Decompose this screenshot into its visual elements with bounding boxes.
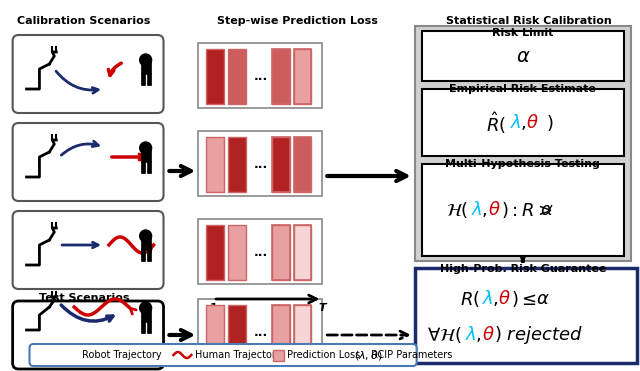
Bar <box>147 73 150 85</box>
Text: T: T <box>319 303 326 313</box>
Bar <box>141 249 145 261</box>
Text: 1: 1 <box>209 303 217 313</box>
FancyBboxPatch shape <box>13 35 163 113</box>
Text: $\theta$: $\theta$ <box>482 326 495 344</box>
Bar <box>147 249 150 261</box>
Text: $\forall\mathcal{H}($: $\forall\mathcal{H}($ <box>426 325 461 345</box>
Bar <box>141 308 150 322</box>
Text: $,$: $,$ <box>475 326 481 344</box>
Bar <box>228 137 246 192</box>
FancyBboxPatch shape <box>29 344 417 366</box>
Text: Step-wise Prediction Loss: Step-wise Prediction Loss <box>217 16 378 26</box>
Text: $\lambda$: $\lambda$ <box>472 201 483 219</box>
Bar <box>294 225 312 280</box>
Bar <box>272 49 289 104</box>
Bar <box>272 137 289 192</box>
Bar <box>141 321 145 333</box>
Bar <box>228 225 246 280</box>
Text: Robot Trajectory: Robot Trajectory <box>82 350 162 360</box>
Bar <box>415 268 637 363</box>
Circle shape <box>140 142 152 154</box>
Text: $\theta$: $\theta$ <box>498 290 510 308</box>
Text: $,$: $,$ <box>481 201 487 219</box>
Bar <box>273 350 284 361</box>
Bar <box>272 137 289 192</box>
Text: ...: ... <box>254 246 268 259</box>
Bar <box>141 73 145 85</box>
Bar <box>198 299 323 364</box>
Bar <box>272 305 289 360</box>
Bar <box>272 305 289 360</box>
Text: $\alpha$: $\alpha$ <box>516 46 530 66</box>
Circle shape <box>140 54 152 66</box>
Bar <box>294 49 312 104</box>
Text: Prediction Loss: Prediction Loss <box>287 350 360 360</box>
Bar <box>294 225 312 280</box>
Bar <box>228 305 246 360</box>
Bar <box>141 236 150 250</box>
Text: $)$ rejected: $)$ rejected <box>494 324 583 346</box>
Bar <box>422 31 624 81</box>
Text: $\lambda$: $\lambda$ <box>483 290 494 308</box>
Bar <box>415 26 631 261</box>
Text: $\theta$: $\theta$ <box>488 201 500 219</box>
Bar <box>198 43 323 108</box>
Text: Test Scenarios: Test Scenarios <box>39 293 129 303</box>
FancyBboxPatch shape <box>13 123 163 201</box>
Text: Calibration Scenarios: Calibration Scenarios <box>17 16 151 26</box>
Bar <box>294 305 312 360</box>
Text: Human Trajectory: Human Trajectory <box>195 350 282 360</box>
Bar <box>147 321 150 333</box>
Text: $)$: $)$ <box>546 113 553 133</box>
Bar <box>147 161 150 173</box>
Bar <box>272 49 289 104</box>
Bar <box>422 89 624 156</box>
Text: Empirical Risk Estimate: Empirical Risk Estimate <box>449 84 596 94</box>
Bar <box>141 60 150 74</box>
Text: ...: ... <box>254 326 268 339</box>
Text: $(\lambda, \theta)$: $(\lambda, \theta)$ <box>354 348 383 361</box>
Text: $)\leq$: $)\leq$ <box>511 289 536 309</box>
FancyBboxPatch shape <box>13 211 163 289</box>
Bar <box>141 161 145 173</box>
Bar <box>206 225 224 280</box>
Text: $\lambda$: $\lambda$ <box>465 326 477 344</box>
Circle shape <box>140 230 152 242</box>
Text: $\alpha$: $\alpha$ <box>536 290 550 308</box>
Text: Risk Limit: Risk Limit <box>492 28 554 38</box>
Text: ...: ... <box>254 158 268 171</box>
Bar <box>206 137 224 192</box>
Text: $):R>$: $):R>$ <box>501 200 552 220</box>
Bar <box>198 219 323 284</box>
Bar <box>206 305 224 360</box>
Bar <box>228 49 246 104</box>
Text: ...: ... <box>254 70 268 83</box>
Bar <box>294 137 312 192</box>
Bar <box>141 148 150 162</box>
Text: $\lambda$: $\lambda$ <box>510 114 522 132</box>
Circle shape <box>140 302 152 314</box>
Text: $\mathcal{H}($: $\mathcal{H}($ <box>446 200 468 220</box>
Text: $\alpha$: $\alpha$ <box>540 201 554 219</box>
Bar <box>272 225 289 280</box>
Text: $R($: $R($ <box>460 289 480 309</box>
Text: Statistical Risk Calibration: Statistical Risk Calibration <box>446 16 612 26</box>
Text: $,$: $,$ <box>520 114 526 132</box>
Text: RCIP Parameters: RCIP Parameters <box>368 350 452 360</box>
FancyBboxPatch shape <box>13 301 163 369</box>
Text: $\hat{R}($: $\hat{R}($ <box>486 110 506 136</box>
Text: $,$: $,$ <box>492 290 498 308</box>
Bar <box>294 137 312 192</box>
Bar <box>272 225 289 280</box>
Text: Multi-Hypothesis Testing: Multi-Hypothesis Testing <box>445 159 600 169</box>
Bar <box>422 164 624 256</box>
Text: $\theta$: $\theta$ <box>527 114 539 132</box>
Bar <box>294 305 312 360</box>
Text: High-Prob. Risk Guarantee: High-Prob. Risk Guarantee <box>440 264 606 274</box>
Bar <box>198 131 323 196</box>
Bar <box>294 49 312 104</box>
Bar <box>206 49 224 104</box>
